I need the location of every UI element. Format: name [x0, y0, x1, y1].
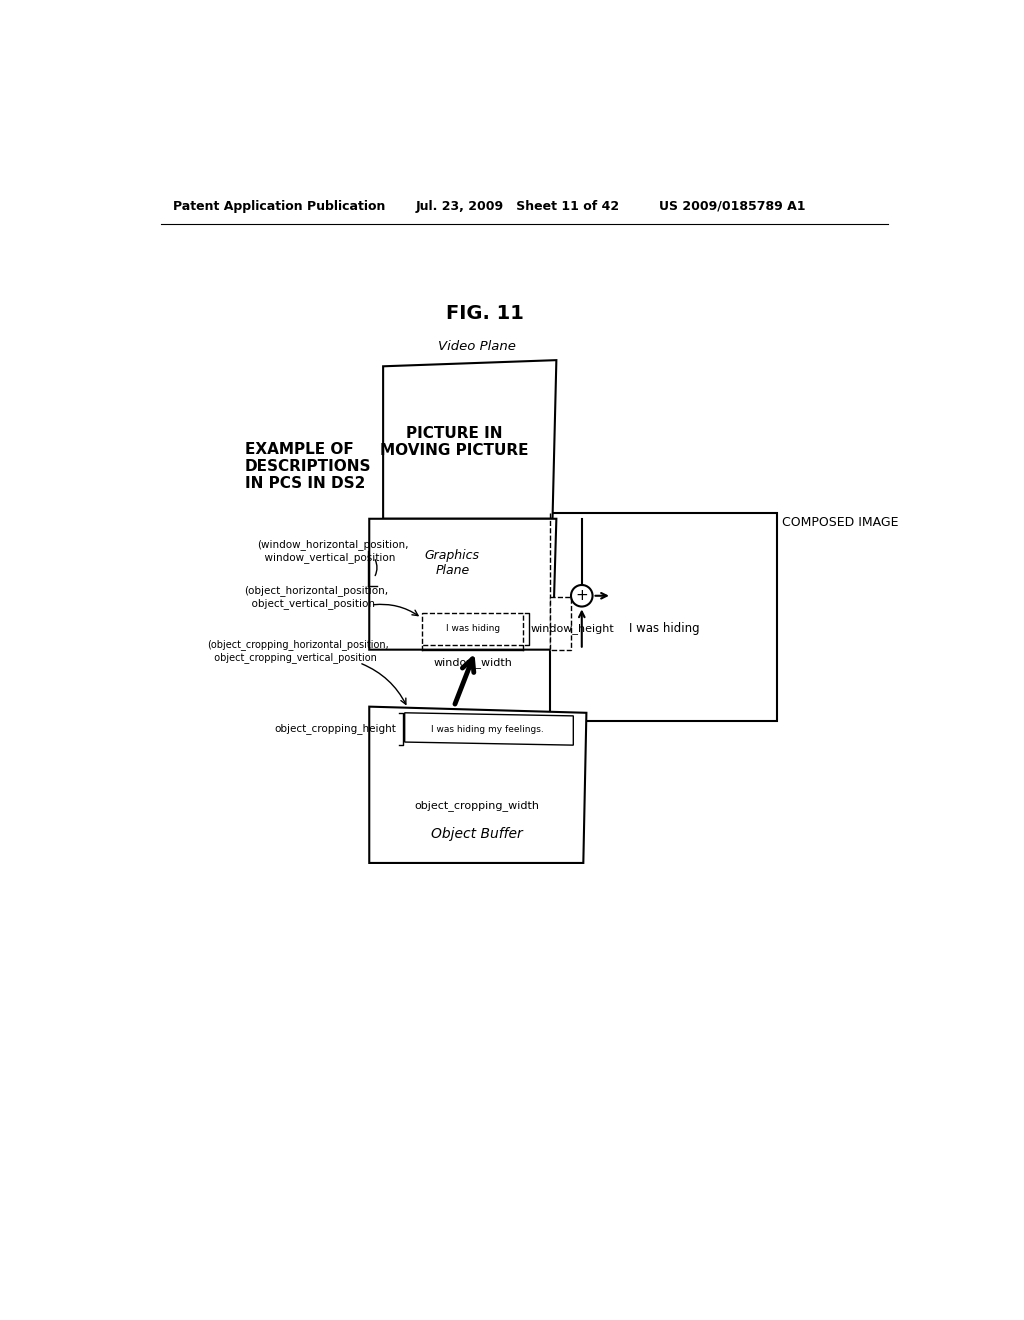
- Polygon shape: [422, 612, 523, 645]
- Polygon shape: [550, 512, 777, 721]
- Polygon shape: [550, 597, 571, 649]
- Text: window_width: window_width: [434, 657, 513, 668]
- Polygon shape: [383, 360, 556, 519]
- Text: (object_horizontal_position,
  object_vertical_position: (object_horizontal_position, object_vert…: [245, 586, 389, 609]
- Polygon shape: [370, 519, 556, 649]
- Text: FIG. 11: FIG. 11: [445, 305, 523, 323]
- Text: Jul. 23, 2009   Sheet 11 of 42: Jul. 23, 2009 Sheet 11 of 42: [416, 199, 620, 213]
- Polygon shape: [370, 706, 587, 863]
- Text: object_cropping_height: object_cropping_height: [274, 723, 396, 734]
- Text: EXAMPLE OF
DESCRIPTIONS
IN PCS IN DS2: EXAMPLE OF DESCRIPTIONS IN PCS IN DS2: [245, 441, 371, 491]
- Text: COMPOSED IMAGE: COMPOSED IMAGE: [782, 516, 898, 529]
- Text: Patent Application Publication: Patent Application Publication: [173, 199, 385, 213]
- Text: Video Plane: Video Plane: [438, 341, 516, 354]
- Text: I was hiding: I was hiding: [446, 624, 501, 634]
- Text: Object Buffer: Object Buffer: [431, 828, 523, 841]
- Text: (object_cropping_horizontal_position,
  object_cropping_vertical_position: (object_cropping_horizontal_position, ob…: [208, 639, 389, 663]
- Text: object_cropping_width: object_cropping_width: [415, 800, 540, 810]
- Text: I was hiding my feelings.: I was hiding my feelings.: [431, 725, 544, 734]
- Text: window_height: window_height: [531, 623, 614, 635]
- Text: +: +: [575, 589, 588, 603]
- Text: Graphics
Plane: Graphics Plane: [425, 549, 480, 577]
- Text: PICTURE IN
MOVING PICTURE: PICTURE IN MOVING PICTURE: [380, 425, 528, 458]
- Text: I was hiding: I was hiding: [629, 622, 699, 635]
- Text: (window_horizontal_position,
  window_vertical_position: (window_horizontal_position, window_vert…: [258, 540, 410, 562]
- Text: US 2009/0185789 A1: US 2009/0185789 A1: [658, 199, 805, 213]
- Polygon shape: [404, 713, 573, 744]
